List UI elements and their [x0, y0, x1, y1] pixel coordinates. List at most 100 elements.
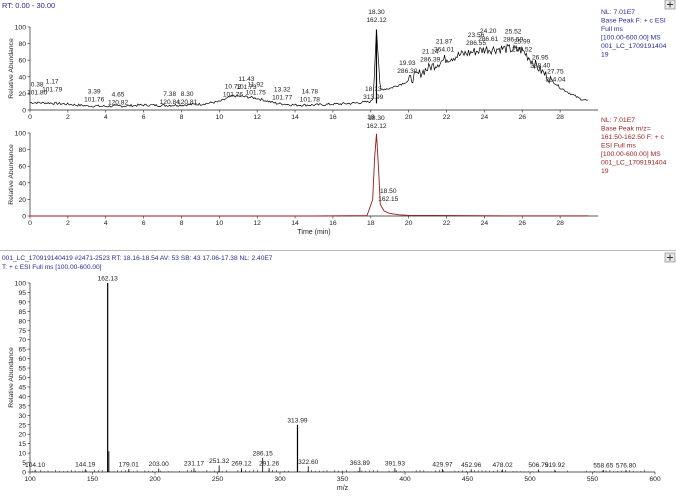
y-tick-label: 65 — [18, 347, 26, 354]
x-tick-label: 16 — [329, 114, 337, 121]
x-axis-label: m/z — [337, 485, 349, 492]
spectrum-peak-label: 313.99 — [287, 417, 308, 424]
plot-area-3: 0 5 10 15 20 25 30 35 40 45 50 55 60 65 70 75 80 85 90 95 10… — [8, 276, 661, 493]
x-tick-label: 200 — [149, 476, 161, 483]
chromatogram-2-info: NL: 7.01E7 Base Peak m/z=161.50-162.50 F:… — [601, 117, 667, 175]
peak-mz-label: 162.12 — [366, 123, 387, 130]
info-line: Base Peak F: + c ESI — [601, 18, 666, 25]
y-axis-label: Relative Abundance — [8, 347, 15, 408]
y-tick-label: 80 — [18, 41, 26, 48]
peak-mz-label: 313.99 — [363, 94, 384, 101]
x-tick-label: 0 — [28, 114, 32, 121]
y-tick-label: 60 — [18, 356, 26, 363]
peak-rt-label: 21.14 — [422, 49, 439, 56]
spectrum-peak-label: 506.79 — [528, 462, 549, 469]
info-line: Full ms — [601, 26, 624, 33]
x-tick-label: 6 — [142, 114, 146, 121]
x-tick-label: 20 — [405, 220, 413, 227]
y-tick-label: 55 — [18, 366, 26, 373]
spectrum-peak-label: 478.02 — [492, 462, 513, 469]
peak-rt-label: 7.38 — [163, 91, 176, 98]
info-line: ESI Full ms — [601, 143, 636, 150]
y-tick-label: 45 — [18, 384, 26, 391]
spectrum-peak-label: 391.93 — [385, 461, 406, 468]
peak-mz-label: 101.76 — [84, 96, 105, 103]
x-tick-label: 2 — [66, 220, 70, 227]
x-tick-label: 100 — [24, 476, 36, 483]
chromatogram-1-trace — [29, 29, 588, 108]
spectrum-peak-label: 104.10 — [25, 462, 46, 469]
x-tick-label: 4 — [104, 114, 108, 121]
peak-mz-label: 286.52 — [512, 47, 533, 54]
peak-rt-label: 25.52 — [505, 29, 522, 36]
peak-rt-label: 8.30 — [181, 91, 194, 98]
peak-rt-label: 18.30 — [368, 9, 385, 16]
x-tick-label: 350 — [337, 476, 349, 483]
peak-rt-label: 21.87 — [436, 39, 453, 46]
y-tick-label: 15 — [18, 441, 26, 448]
y-tick-label: 20 — [18, 197, 26, 204]
x-tick-label: 450 — [462, 476, 474, 483]
y-tick-label: 0 — [22, 108, 26, 115]
peak-rt-label: 10.72 — [225, 83, 242, 90]
peak-mz-label: 101.79 — [42, 86, 63, 93]
peak-rt-label: 13.32 — [274, 87, 291, 94]
x-tick-label: 16 — [329, 220, 337, 227]
info-line: 19 — [601, 52, 609, 59]
y-tick-label: 75 — [18, 328, 26, 335]
spectrum-peak-label: 203.00 — [149, 461, 170, 468]
x-tick-label: 10 — [216, 220, 224, 227]
spectrum-peak-label: 179.01 — [119, 461, 140, 468]
peak-rt-label: 19.93 — [399, 60, 416, 67]
peak-rt-label: 27.75 — [547, 68, 564, 75]
spectrum-peak-label: 144.19 — [75, 462, 96, 469]
peak-mz-label: 162.15 — [378, 196, 399, 203]
peak-rt-label: 1.17 — [46, 78, 59, 85]
y-tick-label: 60 — [18, 164, 26, 171]
spectrum-peak-label: 269.12 — [231, 461, 252, 468]
y-axis-label: Relative Abundance — [8, 144, 15, 205]
x-tick-label: 2 — [66, 114, 70, 121]
info-line: 19 — [601, 168, 609, 175]
peak-mz-label: 286.30 — [397, 68, 418, 75]
x-tick-label: 14 — [291, 220, 299, 227]
y-tick-label: 50 — [18, 375, 26, 382]
info-line: 161.50-162.50 F: + c — [601, 134, 665, 141]
x-tick-label: 26 — [518, 220, 526, 227]
y-tick-label: 5 — [22, 460, 26, 467]
spectrum-peak-label: 452.96 — [461, 462, 482, 469]
peak-rt-label: 11.92 — [248, 82, 264, 89]
spectrum-peak-label: 363.89 — [350, 460, 371, 467]
spectrum-header-line1: 001_LC_170919140419 #2471-2523 RT: 18.16… — [2, 255, 273, 262]
peak-mz-label: 286.59 — [503, 37, 524, 44]
x-tick-label: 12 — [253, 220, 261, 227]
x-tick-label: 14 — [291, 114, 299, 121]
x-tick-label: 6 — [142, 220, 146, 227]
peak-mz-label: 288.40 — [530, 62, 551, 69]
pin-icon[interactable] — [664, 0, 676, 10]
x-tick-label: 4 — [104, 220, 108, 227]
spectrum-peak-label: 286.15 — [253, 450, 274, 457]
spectrum-peak-label: 231.17 — [184, 461, 205, 468]
chromatogram-2-trace — [30, 133, 589, 217]
pin-icon-spectrum[interactable] — [664, 252, 676, 263]
y-tick-label: 100 — [15, 281, 27, 288]
info-line: Base Peak m/z= — [601, 126, 651, 133]
y-tick-label: 0 — [22, 470, 26, 477]
pane-divider[interactable] — [0, 250, 676, 251]
info-line: NL: 7.01E7 — [601, 9, 635, 16]
y-tick-label: 35 — [18, 403, 26, 410]
peak-mz-label: 364.01 — [434, 47, 455, 54]
y-tick-label: 40 — [18, 74, 26, 81]
y-tick-label: 95 — [18, 290, 26, 297]
x-tick-label: 8 — [180, 220, 184, 227]
y-tick-label: 40 — [18, 394, 26, 401]
y-tick-label: 0 — [22, 214, 26, 221]
peak-mz-label: 314.04 — [545, 76, 566, 83]
x-tick-label: 22 — [443, 220, 451, 227]
peak-rt-label: 14.78 — [302, 88, 319, 95]
peak-rt-label: 23.56 — [468, 32, 485, 39]
